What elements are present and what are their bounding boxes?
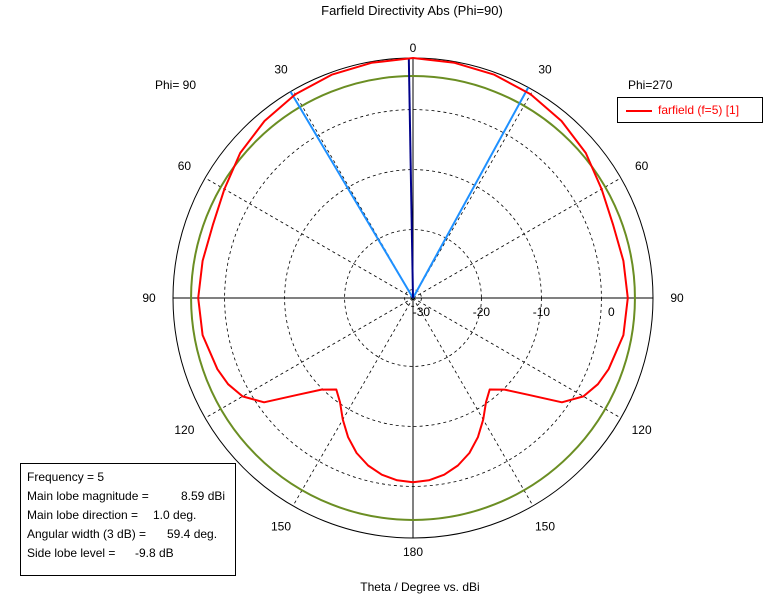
angle-label: 30 <box>538 62 552 76</box>
angle-labels: -30 -20 -10 0 0 180 30 60 90 120 150 30 60 90 120 150 <box>142 41 684 559</box>
legend-label: farfield (f=5) [1] <box>658 103 740 117</box>
main-lobe-marker <box>407 58 414 299</box>
angle-label: 180 <box>403 545 423 559</box>
info-row-width: Angular width (3 dB) = 59.4 deg. <box>27 525 235 544</box>
angle-label: 150 <box>535 520 555 534</box>
grid-spoke <box>292 89 414 299</box>
info-row-magnitude: Main lobe magnitude = 8.59 dBi <box>27 487 235 506</box>
info-key: Angular width (3 dB) = <box>27 527 147 541</box>
info-key: Frequency = 5 <box>27 470 105 484</box>
info-value: -9.8 dB <box>135 546 174 560</box>
info-key: Main lobe direction = <box>27 508 139 522</box>
beamwidth-line <box>412 87 530 299</box>
radial-tick-label: -30 <box>413 305 431 319</box>
grid-spoke <box>204 297 414 419</box>
info-row-direction: Main lobe direction = 1.0 deg. <box>27 506 235 525</box>
info-value: 8.59 dBi <box>181 489 226 503</box>
angle-label: 120 <box>632 423 652 437</box>
phi-right-label: Phi=270 <box>628 78 673 92</box>
angle-label: 0 <box>410 41 417 55</box>
angle-label: 150 <box>271 520 291 534</box>
angle-label: 60 <box>635 159 649 173</box>
phi-left-label: Phi= 90 <box>155 78 197 92</box>
info-key: Main lobe magnitude = <box>27 489 149 503</box>
legend-swatch <box>626 110 652 112</box>
radial-tick-label: 0 <box>608 305 615 319</box>
polar-grid <box>172 57 654 539</box>
three-db-circle <box>190 75 636 521</box>
beamwidth-line <box>289 91 414 299</box>
grid-spoke <box>204 177 414 299</box>
chart-title: Farfield Directivity Abs (Phi=90) <box>321 3 503 18</box>
angle-label: 90 <box>142 291 156 305</box>
grid-spoke <box>412 297 622 419</box>
angle-label: 120 <box>174 423 194 437</box>
grid-spoke <box>412 177 622 299</box>
legend: farfield (f=5) [1] <box>617 97 763 123</box>
grid-spoke <box>412 297 534 507</box>
info-row-sidelobe: Side lobe level = -9.8 dB <box>27 544 235 563</box>
angle-label: 60 <box>178 159 192 173</box>
farfield-series-line <box>197 57 629 484</box>
info-box: Frequency = 5 Main lobe magnitude = 8.59… <box>20 463 236 576</box>
radial-tick-label: -20 <box>473 305 491 319</box>
info-value: 59.4 deg. <box>167 527 218 541</box>
angle-label: 90 <box>670 291 684 305</box>
series-layer <box>190 57 636 521</box>
angle-label: 30 <box>274 62 288 76</box>
grid-spoke <box>412 89 534 299</box>
info-row-frequency: Frequency = 5 <box>27 468 235 487</box>
x-axis-label: Theta / Degree vs. dBi <box>360 580 479 594</box>
info-key: Side lobe level = <box>27 546 116 560</box>
radial-tick-label: -10 <box>533 305 551 319</box>
info-value: 1.0 deg. <box>153 508 197 522</box>
grid-spoke <box>292 297 414 507</box>
